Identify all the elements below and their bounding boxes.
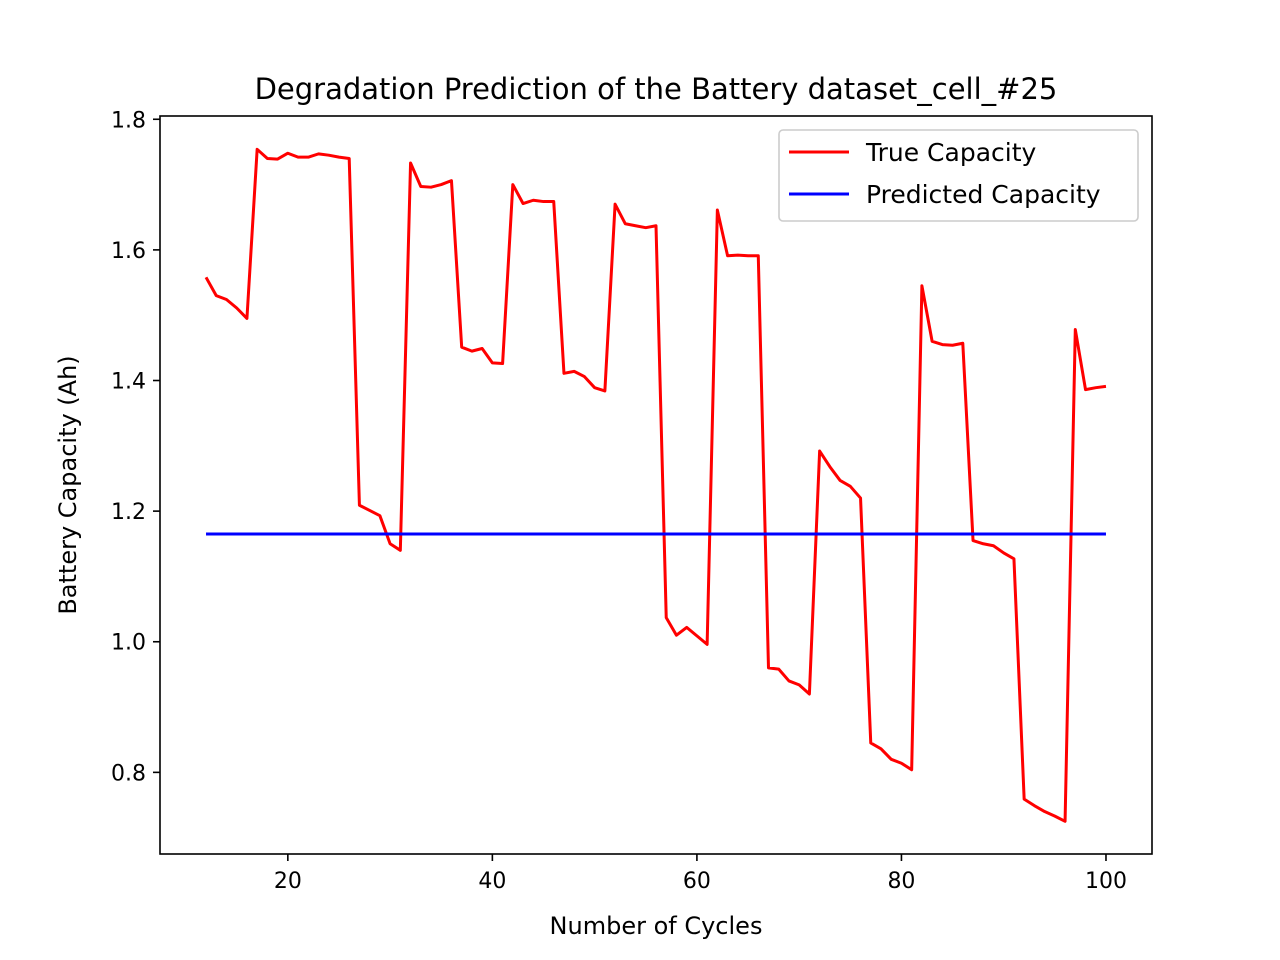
y-tick-label: 1.4 xyxy=(111,370,146,395)
x-axis: 20 40 60 80 100 xyxy=(274,854,1127,894)
y-axis-label: Battery Capacity (Ah) xyxy=(54,355,82,614)
axes-frame xyxy=(159,115,1153,855)
plot-area xyxy=(204,147,1107,823)
x-axis-label: Number of Cycles xyxy=(550,912,763,940)
chart-title: Degradation Prediction of the Battery da… xyxy=(255,72,1058,106)
x-tick-label: 20 xyxy=(274,869,302,894)
x-tick-label: 80 xyxy=(887,869,915,894)
x-tick-label: 100 xyxy=(1085,869,1127,894)
y-tick-label: 1.8 xyxy=(111,108,146,133)
x-tick-label: 40 xyxy=(478,869,506,894)
y-tick-label: 0.8 xyxy=(111,761,146,786)
legend-label-predicted-capacity: Predicted Capacity xyxy=(866,180,1101,209)
legend: True Capacity Predicted Capacity xyxy=(778,129,1139,222)
y-tick-label: 1.0 xyxy=(111,631,146,656)
series-line-true-capacity xyxy=(204,147,1107,823)
y-axis: 0.8 1.0 1.2 1.4 1.6 1.8 xyxy=(111,108,160,786)
y-tick-label: 1.6 xyxy=(111,239,146,264)
x-tick-label: 60 xyxy=(683,869,711,894)
legend-label-true-capacity: True Capacity xyxy=(865,138,1037,167)
y-tick-label: 1.2 xyxy=(111,500,146,525)
legend-box xyxy=(778,129,1139,222)
